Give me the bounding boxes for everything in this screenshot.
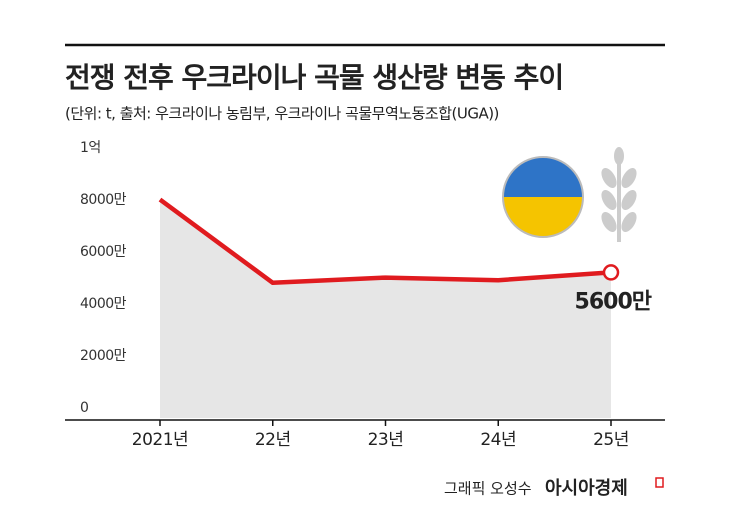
y-tick-label: 0 bbox=[80, 400, 88, 416]
credit: 그래픽 오성수 bbox=[444, 480, 532, 498]
x-tick-label: 2021년 bbox=[132, 430, 188, 450]
value-label: 5600만 bbox=[575, 289, 652, 314]
chart-subtitle: (단위: t, 출처: 우크라이나 농림부, 우크라이나 곡물무역노동조합(UG… bbox=[65, 105, 499, 123]
x-tick-label: 22년 bbox=[255, 430, 291, 450]
point bbox=[602, 264, 620, 281]
wheat-icon bbox=[601, 147, 637, 242]
publisher: 아시아경제 bbox=[545, 478, 628, 499]
y-tick-label: 8000만 bbox=[80, 192, 127, 208]
y-tick-label: 6000만 bbox=[80, 244, 127, 260]
y-tick-label: 1억 bbox=[80, 140, 101, 156]
y-tick-label: 2000만 bbox=[80, 348, 127, 364]
publisher-mark bbox=[655, 477, 664, 488]
x-tick-label: 23년 bbox=[368, 430, 404, 450]
x-tick-label: 25년 bbox=[593, 430, 629, 450]
line bbox=[158, 197, 612, 286]
plot: 0 2000만 4000만 6000만 8000만 1억 5600만 2021년 22년 23년 2… bbox=[65, 140, 665, 450]
chart-title: 전쟁 전후 우크라이나 곡물 생산량 변동 추이 bbox=[65, 61, 563, 94]
area bbox=[160, 199, 611, 418]
y-tick-label: 4000만 bbox=[80, 296, 127, 312]
flag-icon bbox=[502, 156, 584, 238]
x-tick-label: 24년 bbox=[480, 430, 516, 450]
